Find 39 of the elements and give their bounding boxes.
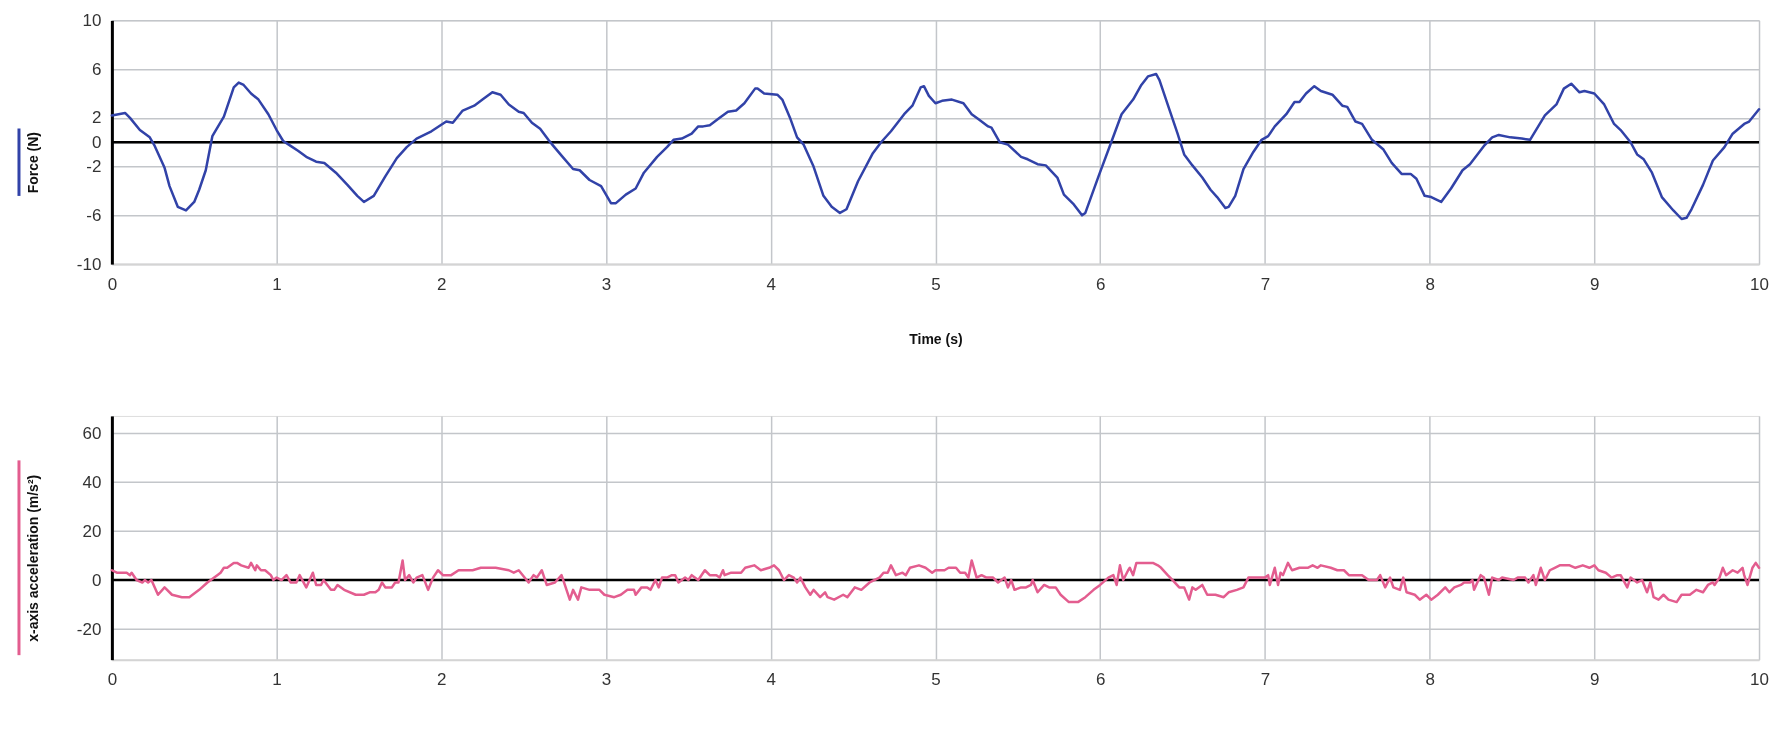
x-tick-label: 10 (1750, 274, 1769, 294)
x-tick-label: 0 (107, 670, 118, 690)
x-tick-label: 2 (437, 670, 447, 690)
x-tick-label: 6 (1095, 274, 1106, 294)
y-tick-label: 10 (82, 10, 102, 30)
y-tick-label: 20 (82, 521, 102, 541)
line-series (110, 72, 1761, 221)
y-tick-label: 2 (91, 108, 102, 128)
x-tick-label: 2 (437, 274, 447, 294)
y-axis-title: x-axis acceleration (m/s²) (25, 474, 42, 642)
x-tick-label: 5 (931, 670, 941, 690)
y-tick-label: 40 (82, 472, 102, 492)
x-tick-label: 4 (766, 670, 776, 690)
y-tick-label: -2 (86, 157, 102, 177)
x-tick-label: 10 (1750, 670, 1769, 690)
x-tick-label: 1 (272, 274, 282, 294)
x-tick-label: 6 (1095, 670, 1106, 690)
y-tick-label: -10 (76, 254, 102, 274)
y-tick-label: -20 (76, 619, 102, 639)
x-tick-label: 1 (272, 670, 282, 690)
y-tick-label: -6 (86, 205, 102, 225)
x-tick-label: 4 (766, 274, 776, 294)
y-tick-label: 6 (91, 59, 102, 79)
x-tick-label: 7 (1260, 274, 1271, 294)
x-tick-label: 0 (107, 274, 118, 294)
x-tick-label: 3 (601, 670, 612, 690)
y-axis-title: Force (N) (25, 132, 42, 194)
x-tick-label: 8 (1425, 274, 1435, 294)
y-tick-label: 0 (91, 132, 102, 152)
x-tick-label: 7 (1260, 670, 1271, 690)
x-tick-label: 8 (1425, 670, 1435, 690)
x-tick-label: 9 (1590, 274, 1600, 294)
y-tick-label: 60 (82, 423, 102, 443)
x-tick-label: 3 (601, 274, 612, 294)
line-series (110, 559, 1761, 604)
x-tick-label: 5 (931, 274, 941, 294)
x-axis-title: Time (s) (909, 330, 963, 347)
x-tick-label: 9 (1590, 670, 1600, 690)
y-tick-label: 0 (91, 570, 102, 590)
